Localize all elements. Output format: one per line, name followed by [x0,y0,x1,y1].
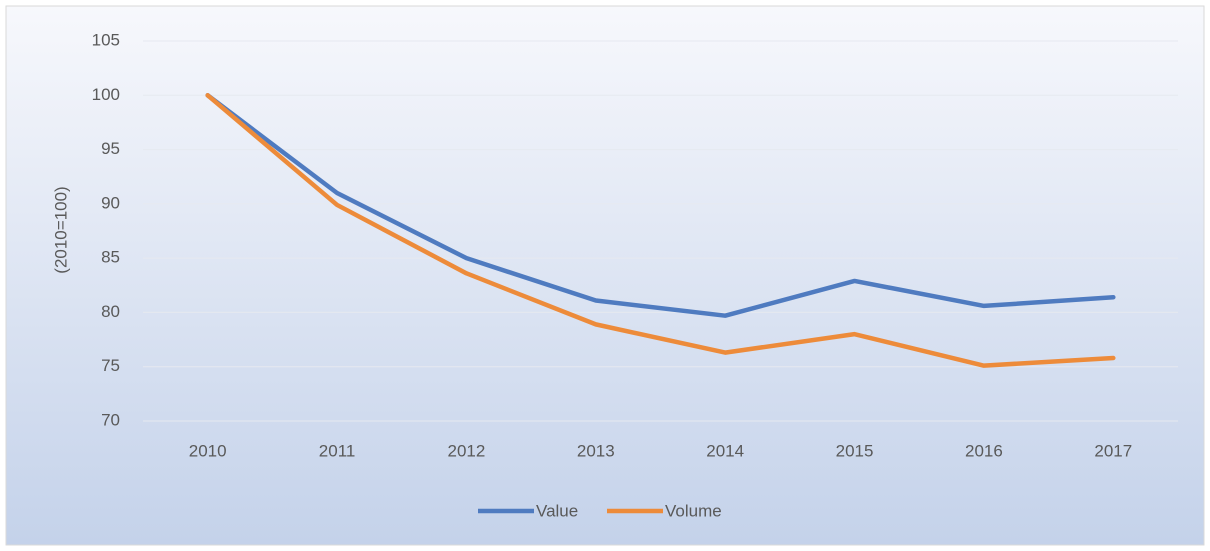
x-tick-label: 2013 [577,441,615,460]
line-series [205,93,1116,368]
x-tick-label: 2012 [448,441,486,460]
x-tick-label: 2015 [836,441,874,460]
y-axis-label: (2010=100) [51,186,70,273]
chart-background [5,5,1205,546]
y-tick-label: 105 [92,30,120,49]
x-tick-label: 2011 [319,441,356,460]
y-tick-label: 75 [101,356,120,375]
y-tick-label: 70 [101,410,120,429]
y-tick-label: 100 [92,85,120,104]
y-tick-label: 80 [101,302,120,321]
line-series [205,93,1116,318]
x-tick-label: 2016 [965,441,1003,460]
y-tick-label: 90 [101,193,120,212]
x-tick-label: 2017 [1094,441,1132,460]
legend-label: Value [536,501,578,520]
x-tick-label: 2010 [189,441,227,460]
legend-label: Volume [665,501,722,520]
x-tick-label: 2014 [706,441,744,460]
y-tick-label: 95 [101,139,120,158]
y-tick-label: 85 [101,248,120,267]
